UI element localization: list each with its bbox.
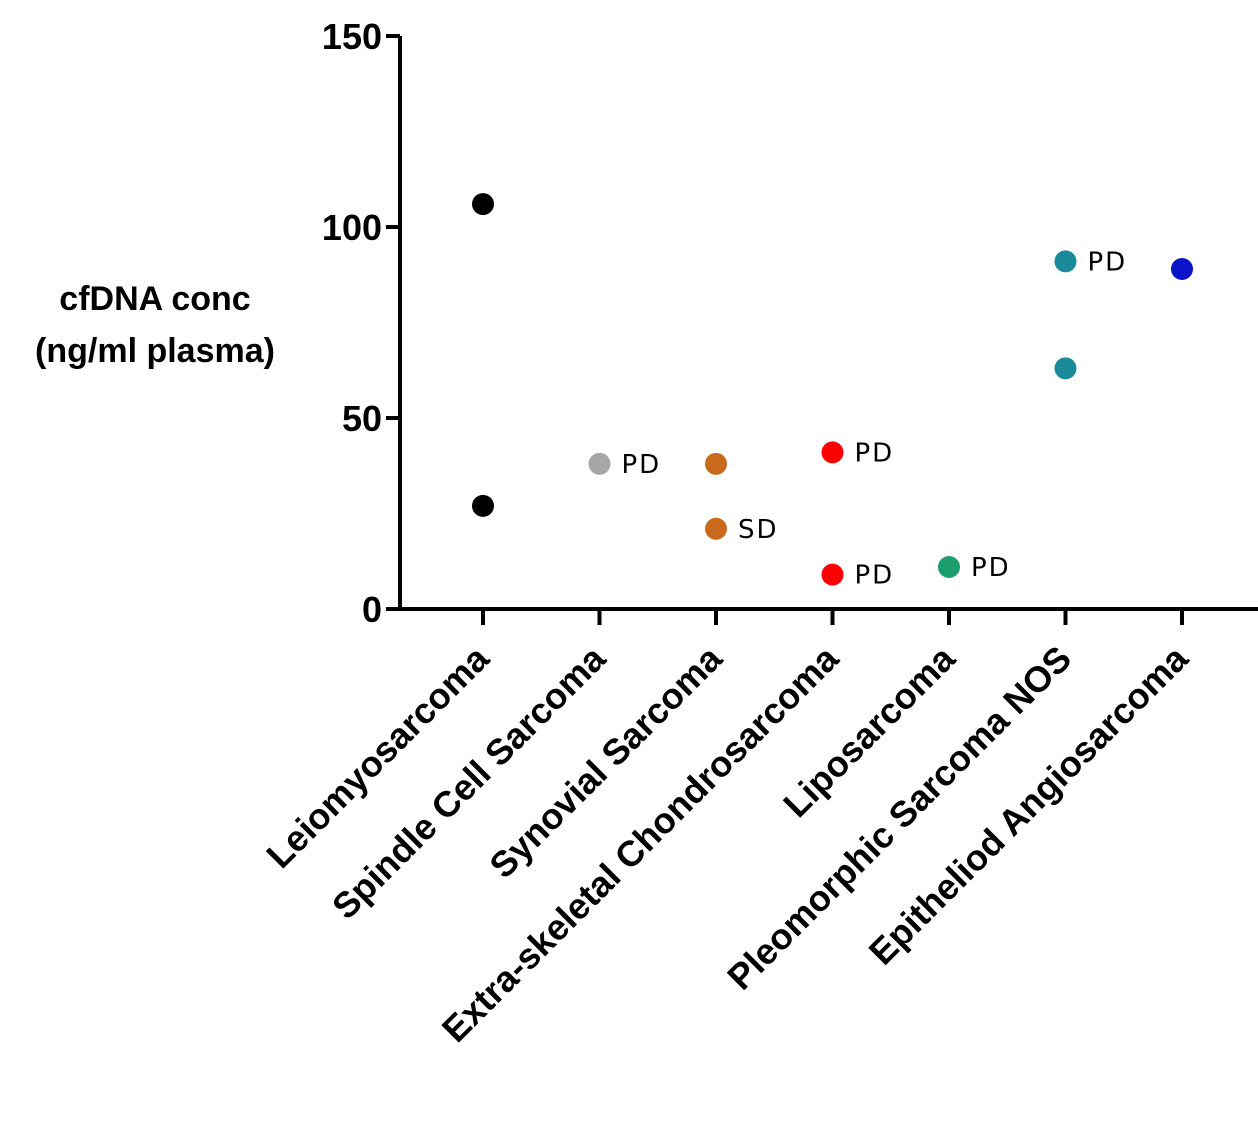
point-annotations: PD SD PD PD PD PD xyxy=(622,247,1128,591)
point-label: SD xyxy=(738,515,779,545)
point-label: PD xyxy=(855,561,895,591)
point-label: PD xyxy=(971,553,1011,583)
y-tick-label: 50 xyxy=(342,398,382,439)
data-point xyxy=(588,452,611,475)
x-tick-label: Leiomyosarcoma xyxy=(258,637,497,876)
data-point xyxy=(472,494,494,517)
data-point xyxy=(705,452,727,475)
data-point xyxy=(821,563,844,586)
axes xyxy=(398,36,1258,611)
data-point xyxy=(472,193,494,216)
y-axis-title: cfDNA conc (ng/ml plasma) xyxy=(35,280,275,370)
y-tick-label: 0 xyxy=(362,589,382,630)
data-point xyxy=(821,441,844,464)
y-tick-label: 100 xyxy=(322,207,382,248)
y-tick-label: 150 xyxy=(322,16,382,57)
data-point xyxy=(938,555,960,578)
y-axis-ticks: 0 50 100 150 xyxy=(322,16,400,630)
y-axis-title-line-2: (ng/ml plasma) xyxy=(35,332,275,370)
point-label: PD xyxy=(622,450,662,480)
data-point xyxy=(1171,258,1193,281)
point-label: PD xyxy=(1088,247,1128,277)
y-axis-title-line-1: cfDNA conc xyxy=(59,280,250,318)
data-point xyxy=(1054,250,1077,273)
data-points xyxy=(472,193,1193,586)
data-point xyxy=(1054,357,1077,380)
data-point xyxy=(705,517,727,540)
point-label: PD xyxy=(855,438,895,468)
